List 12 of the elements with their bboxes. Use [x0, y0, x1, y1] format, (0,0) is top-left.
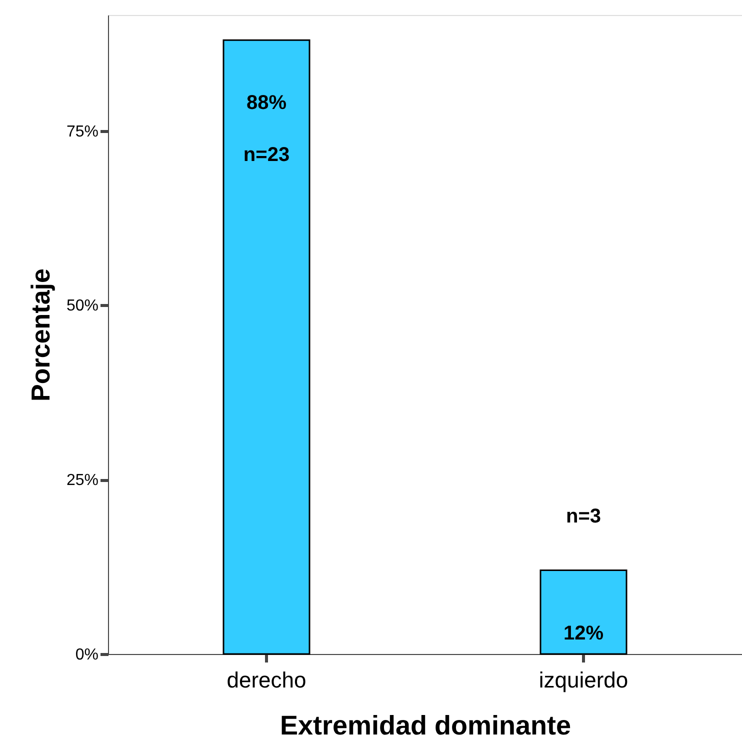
x-tick-label: izquierdo: [538, 668, 628, 692]
annotation: n=23: [243, 144, 290, 166]
y-tick-label: 0%: [75, 646, 98, 664]
y-axis-title: Porcentaje: [25, 268, 56, 402]
data-label: 12%: [563, 622, 604, 644]
data-label: 88%: [246, 92, 287, 114]
annotation: n=3: [566, 505, 602, 528]
y-tick-label: 75%: [66, 123, 98, 140]
y-tick-label: 50%: [66, 298, 98, 315]
x-axis-title: Extremidad dominante: [280, 710, 572, 740]
x-tick-label: derecho: [226, 668, 306, 692]
y-tick-label: 25%: [66, 472, 98, 490]
